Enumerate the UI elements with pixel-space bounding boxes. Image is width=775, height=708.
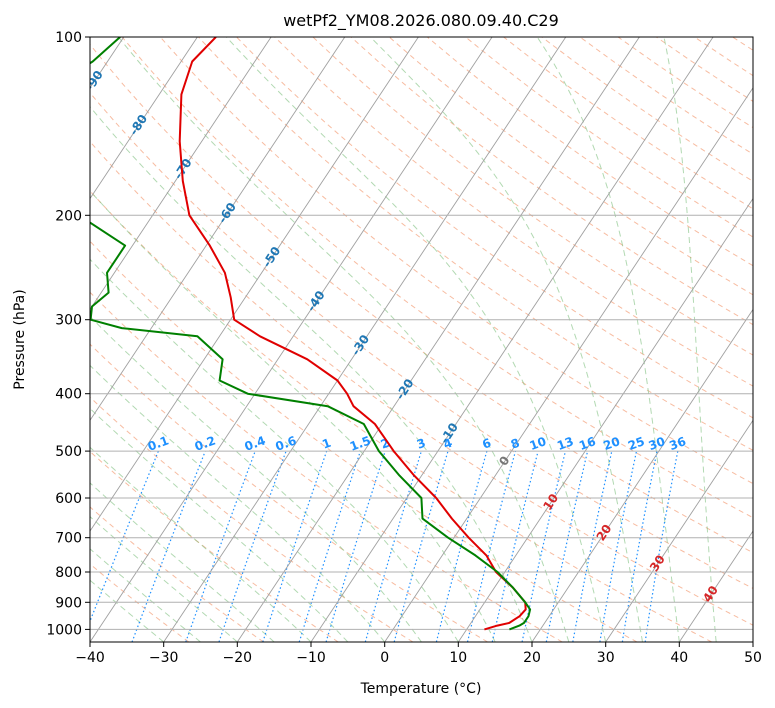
x-tick-label: −40 <box>75 650 105 666</box>
x-tick-label: −20 <box>223 650 253 666</box>
isotherm-line <box>678 530 753 642</box>
moist-adiabat <box>370 37 643 642</box>
mixing-ratio-line <box>185 450 256 642</box>
plot-frame <box>89 36 754 643</box>
isotherm-line <box>163 37 567 642</box>
x-tick-label: −30 <box>149 650 179 666</box>
mixing-ratio-label: 20 <box>601 434 621 453</box>
moist-adiabat <box>90 515 238 642</box>
dry-adiabat <box>90 140 753 626</box>
mixing-ratio-line <box>262 450 328 642</box>
isotherm-line <box>90 37 272 311</box>
x-axis: −40 −30 −20 −10 0 10 20 30 40 50 <box>75 642 762 666</box>
mixing-ratio-label: 16 <box>577 434 597 453</box>
x-tick-label: 20 <box>523 650 541 666</box>
moist-adiabat <box>90 579 165 642</box>
y-tick-label: 800 <box>55 565 82 581</box>
isotherm-line <box>236 37 640 642</box>
mixing-ratio-line <box>131 450 206 642</box>
mixing-ratio-label: 1.5 <box>348 433 373 453</box>
isotherm-line <box>310 37 714 642</box>
mixing-ratio-line <box>90 450 159 623</box>
dry-adiabat <box>90 92 753 589</box>
y-tick-label: 300 <box>55 313 82 329</box>
y-tick-label: 200 <box>55 208 82 224</box>
dry-adiabat <box>90 240 638 642</box>
dewpoint-profile <box>90 37 532 631</box>
x-axis-label: Temperature (°C) <box>360 681 482 697</box>
mixing-ratio-line <box>298 450 361 642</box>
mixing-ratio-label: 0.1 <box>146 433 171 453</box>
mixing-ratio-label: 0.2 <box>193 433 218 453</box>
isotherm-line <box>605 419 753 642</box>
x-tick-label: −10 <box>296 650 326 666</box>
y-tick-label: 600 <box>55 491 82 507</box>
mixing-ratio-line <box>325 450 386 642</box>
mixing-ratio-line <box>435 450 488 642</box>
mixing-ratio-label: 10 <box>528 434 548 453</box>
dry-adiabat <box>159 37 753 485</box>
mixing-ratio-label: 36 <box>667 434 687 453</box>
x-tick-label: 30 <box>597 650 615 666</box>
mixing-ratio-label: 30 <box>647 434 667 453</box>
x-tick-label: 10 <box>449 650 467 666</box>
isotherm-line <box>531 308 753 642</box>
mixing-ratio-label: 13 <box>555 434 575 453</box>
y-tick-label: 400 <box>55 387 82 403</box>
y-tick-label: 700 <box>55 531 82 547</box>
isotherm-line <box>457 197 753 642</box>
dry-adiabat <box>90 190 712 642</box>
x-tick-label: 0 <box>380 650 389 666</box>
moist-adiabat <box>663 37 717 642</box>
mixing-ratio-label: 0.6 <box>274 433 299 453</box>
moist-adiabat <box>90 482 275 642</box>
moist-adiabat <box>226 37 607 642</box>
mixing-ratio-label: 0.4 <box>243 433 268 453</box>
mixing-ratio-line <box>218 450 287 642</box>
moist-adiabat <box>90 258 459 642</box>
isotherm-line <box>90 37 346 422</box>
mixing-ratio-line <box>545 450 589 642</box>
moist-adiabat <box>90 190 496 642</box>
moist-adiabat <box>536 37 680 642</box>
background-lines <box>90 37 753 642</box>
mixing-ratio-label: 25 <box>626 434 646 453</box>
chart-title: wetPf2_YM08.2026.080.09.40.C29 <box>283 11 559 31</box>
isotherm-line <box>90 37 419 532</box>
y-tick-label: 500 <box>55 444 82 460</box>
x-tick-label: 50 <box>744 650 762 666</box>
dry-adiabat <box>312 37 753 356</box>
x-tick-label: 40 <box>670 650 688 666</box>
dry-adiabat <box>388 37 753 296</box>
moist-adiabat <box>90 364 386 642</box>
moist-adiabat <box>90 315 422 642</box>
y-tick-label: 1000 <box>46 622 82 638</box>
y-tick-label: 900 <box>55 595 82 611</box>
profile-lines <box>90 37 532 631</box>
moist-adiabat <box>90 407 349 642</box>
isotherm-line <box>90 37 493 642</box>
moist-adiabat <box>90 105 533 642</box>
mixing-ratio-line <box>364 450 422 642</box>
dry-adiabat <box>236 37 753 419</box>
isotherm-line <box>90 37 198 200</box>
moist-adiabat <box>118 37 570 642</box>
y-axis: 1000 900 800 700 600 500 400 300 200 100 <box>46 30 90 638</box>
dry-adiabat <box>350 37 753 326</box>
y-tick-label: 100 <box>55 30 82 46</box>
dry-adiabat <box>90 291 563 642</box>
moist-adiabat <box>90 548 201 642</box>
y-axis-label: Pressure (hPa) <box>12 289 28 389</box>
